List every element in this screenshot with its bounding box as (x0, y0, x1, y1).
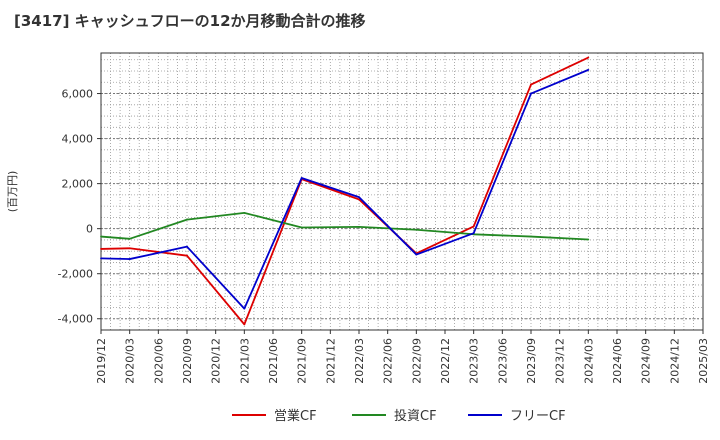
data-point-2 (300, 177, 303, 179)
y-tick-label: -4,000 (58, 313, 93, 326)
plot-frame (100, 52, 704, 331)
data-point-2 (415, 253, 418, 256)
legend-label-2: フリーCF (510, 409, 566, 424)
y-tick-label: 6,000 (62, 88, 94, 101)
y-tick-label: 0 (86, 223, 93, 236)
y-tick-label: 4,000 (62, 133, 94, 146)
x-tick-label: 2023/12 (554, 338, 567, 384)
data-point-2 (358, 196, 360, 199)
data-point-2 (472, 232, 475, 235)
x-tick-label: 2024/06 (611, 338, 624, 384)
x-tick-label: 2024/09 (640, 338, 653, 384)
x-tick-label: 2025/03 (697, 338, 710, 384)
data-point-1 (100, 235, 102, 238)
legend-label-0: 営業CF (274, 408, 317, 424)
y-axis-label: (百万円) (6, 171, 19, 213)
series-line-1 (100, 211, 589, 241)
chart-title: [3417] キャッシュフローの12か月移動合計の推移 (14, 12, 366, 30)
series-line-2 (100, 69, 589, 310)
data-point-1 (128, 237, 131, 240)
legend-label-1: 投資CF (394, 408, 437, 424)
data-point-0 (243, 323, 246, 326)
x-tick-label: 2023/06 (496, 338, 509, 384)
x-tick-label: 2022/09 (410, 338, 423, 384)
data-point-0 (530, 83, 532, 86)
x-tick-label: 2020/03 (124, 338, 137, 384)
x-tick-label: 2021/03 (238, 338, 251, 384)
x-tick-label: 2019/12 (95, 338, 108, 384)
y-tick-label: -2,000 (58, 268, 93, 281)
x-tick-label: 2020/09 (181, 338, 194, 384)
data-point-0 (358, 198, 360, 201)
data-point-1 (587, 238, 590, 241)
x-tick-label: 2022/06 (382, 338, 395, 384)
x-tick-label: 2024/03 (582, 338, 595, 384)
x-tick-label: 2023/03 (468, 338, 481, 384)
data-point-1 (243, 211, 246, 214)
x-tick-label: 2022/12 (439, 338, 452, 384)
data-point-1 (358, 225, 360, 228)
x-tick-label: 2021/06 (267, 338, 280, 384)
x-tick-label: 2024/12 (668, 338, 681, 384)
y-tick-label: 2,000 (62, 178, 94, 191)
data-point-1 (530, 235, 532, 238)
x-tick-label: 2023/09 (525, 338, 538, 384)
data-point-2 (587, 68, 590, 71)
data-point-2 (128, 258, 131, 260)
data-point-2 (186, 245, 188, 248)
data-point-0 (472, 225, 475, 228)
data-point-1 (186, 218, 188, 221)
data-point-1 (300, 226, 303, 229)
series-line-0 (100, 56, 589, 326)
data-point-0 (128, 247, 131, 250)
x-tick-label: 2021/12 (324, 338, 337, 384)
x-tick-label: 2020/12 (210, 338, 223, 384)
x-tick-label: 2022/03 (353, 338, 366, 384)
data-point-1 (415, 228, 418, 231)
data-point-2 (100, 257, 102, 260)
data-point-2 (243, 307, 246, 310)
x-tick-label: 2021/09 (296, 338, 309, 384)
data-point-0 (186, 254, 188, 257)
data-point-2 (530, 92, 532, 95)
x-tick-label: 2020/06 (152, 338, 165, 384)
data-point-0 (587, 56, 590, 59)
data-point-0 (100, 248, 102, 250)
